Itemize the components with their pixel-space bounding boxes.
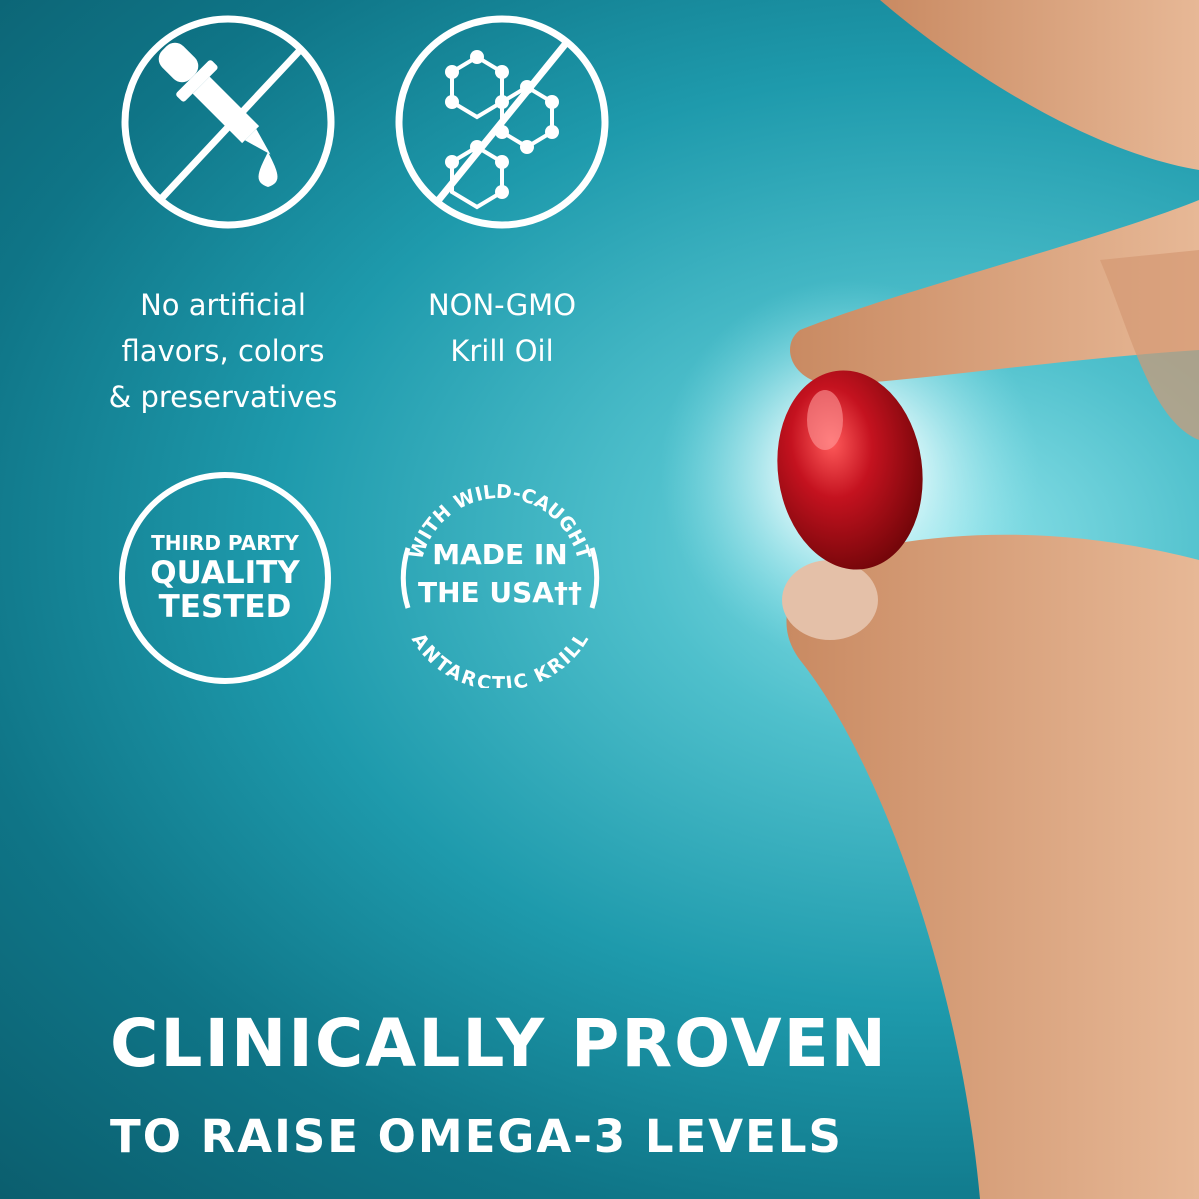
no-molecule-icon [395,15,609,229]
usa-line-1: MADE IN [432,538,568,571]
thumbnail [782,560,878,640]
headline-line-2: TO RAISE OMEGA-3 LEVELS [110,1110,843,1163]
feature-1-line-2: flavors, colors [121,334,325,368]
quality-line-3: TESTED [158,589,292,625]
usa-badge: WITH WILD-CAUGHT ANTARCTIC KRILL [400,481,600,688]
quality-badge: THIRD PARTY QUALITY TESTED [115,530,335,624]
quality-line-2: QUALITY [150,555,300,591]
feature-2-line-1: NON-GMO [427,288,577,322]
quality-line-1: THIRD PARTY [151,531,299,555]
headline-line-1: CLINICALLY PROVEN [110,1005,888,1082]
feature-1-line-3: & preservatives [108,380,338,414]
thumb [786,534,1199,1199]
svg-text:ANTARCTIC KRILL: ANTARCTIC KRILL [407,629,593,688]
usa-line-2: THE USA†† [418,576,582,609]
feature-1-line-1: No artificial [140,288,306,322]
no-dropper-icon [121,15,335,229]
index-finger [790,200,1199,385]
quality-badge-ring [119,472,331,684]
top-finger [880,0,1199,170]
usa-bottom-arc: ANTARCTIC KRILL [407,629,593,688]
feature-2-line-2: Krill Oil [450,334,554,368]
